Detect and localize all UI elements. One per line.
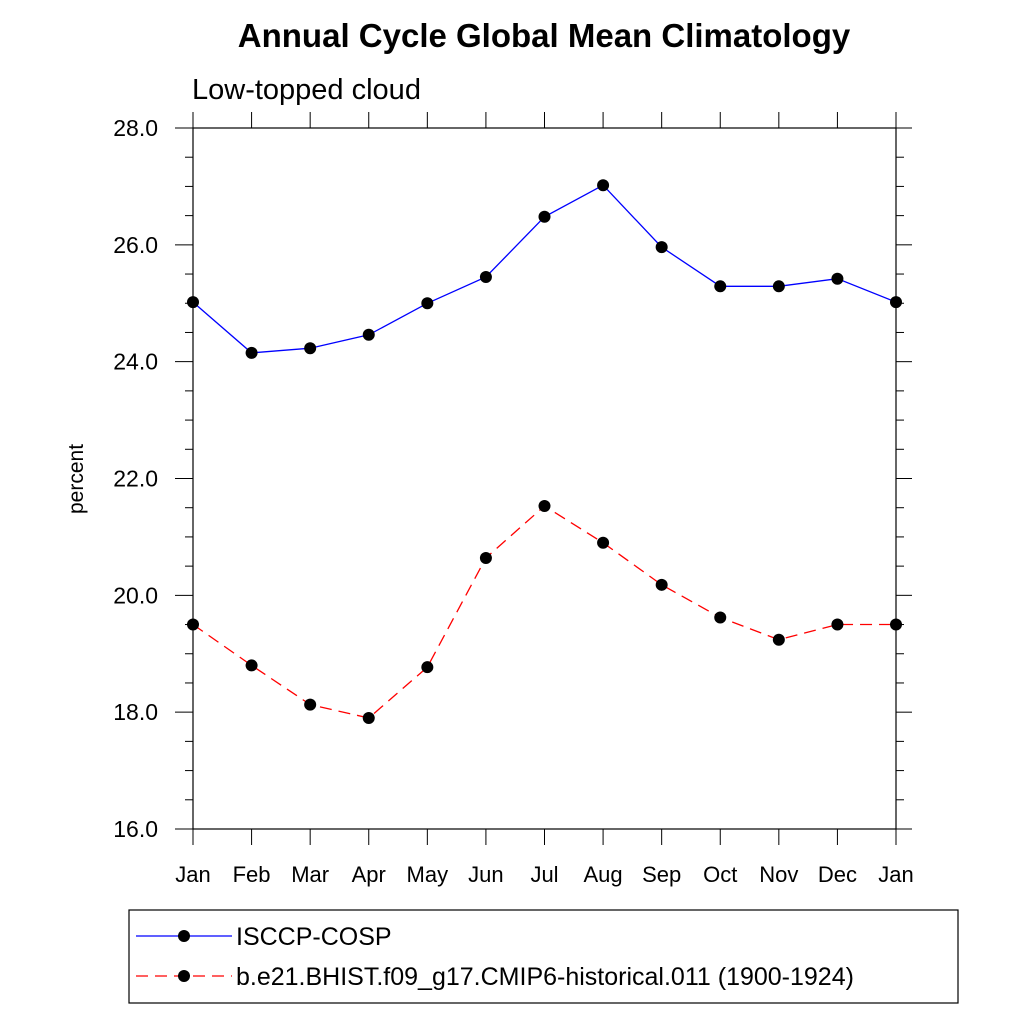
x-tick-label: Jun xyxy=(468,862,503,887)
series-1-point xyxy=(479,551,492,564)
y-tick-label: 20.0 xyxy=(113,582,158,608)
series-0-point xyxy=(772,280,785,293)
x-tick-label: Jan xyxy=(175,862,210,887)
series-1-point xyxy=(538,499,551,512)
x-tick-label: Nov xyxy=(759,862,798,887)
x-tick-label: Sep xyxy=(642,862,681,887)
x-tick-label: Mar xyxy=(291,862,329,887)
series-0-point xyxy=(538,210,551,223)
legend-box xyxy=(128,909,959,1004)
chart-subtitle: Low-topped cloud xyxy=(192,74,421,106)
x-tick-label: Aug xyxy=(584,862,623,887)
series-1-point xyxy=(655,578,668,591)
y-tick-label: 22.0 xyxy=(113,466,158,492)
legend-label-isccp-cosp: ISCCP-COSP xyxy=(236,923,392,951)
y-tick-label: 28.0 xyxy=(113,115,158,141)
series-1-point xyxy=(890,618,902,631)
series-0-point xyxy=(655,241,668,254)
series-0-point xyxy=(714,280,727,293)
series-0-point xyxy=(245,346,258,359)
series-0-point xyxy=(597,179,610,192)
series-0-point xyxy=(304,342,317,355)
legend-marker-cmip6-historical xyxy=(178,970,190,982)
series-0-point xyxy=(479,270,492,283)
y-tick-label: 18.0 xyxy=(113,699,158,725)
series-1-point xyxy=(597,536,610,549)
series-1-point xyxy=(421,661,434,674)
y-tick-label: 24.0 xyxy=(113,349,158,375)
series-1-point xyxy=(187,618,199,631)
series-1-point xyxy=(714,611,727,624)
y-tick-label: 26.0 xyxy=(113,232,158,258)
legend-label-cmip6-historical: b.e21.BHIST.f09_g17.CMIP6-historical.011… xyxy=(236,963,854,991)
series-1-point xyxy=(831,618,844,631)
series-line-1 xyxy=(192,505,896,719)
chart-title: Annual Cycle Global Mean Climatology xyxy=(238,17,851,54)
series-0-point xyxy=(890,296,902,309)
x-tick-label: Apr xyxy=(352,862,386,887)
series-0-point xyxy=(362,328,375,341)
plot-frame xyxy=(192,127,897,830)
x-tick-label: Oct xyxy=(703,862,737,887)
y-tick-label: 16.0 xyxy=(113,816,158,842)
x-tick-label: May xyxy=(407,862,449,887)
series-0-point xyxy=(187,296,199,309)
legend: ISCCP-COSP b.e21.BHIST.f09_g17.CMIP6-his… xyxy=(128,909,959,1004)
tick-marks xyxy=(175,112,912,845)
series-1-point xyxy=(245,659,258,672)
y-tick-labels: 16.0 18.0 20.0 22.0 24.0 26.0 28.0 xyxy=(113,115,158,842)
series-1-point xyxy=(772,633,785,646)
x-tick-labels: Jan Feb Mar Apr May Jun Jul Aug Sep Oct Nov Dec Jan xyxy=(175,862,913,887)
x-tick-label: Dec xyxy=(818,862,857,887)
legend-marker-isccp-cosp xyxy=(178,930,190,942)
x-tick-label: Jan xyxy=(878,862,913,887)
y-axis-label: percent xyxy=(65,444,88,514)
series-1-point xyxy=(304,698,317,711)
series-layer xyxy=(187,179,902,725)
series-1-point xyxy=(362,712,375,725)
series-line-0 xyxy=(192,184,897,354)
x-tick-label: Jul xyxy=(530,862,558,887)
series-0-point xyxy=(421,297,434,310)
x-tick-label: Feb xyxy=(233,862,271,887)
series-0-point xyxy=(831,272,844,285)
